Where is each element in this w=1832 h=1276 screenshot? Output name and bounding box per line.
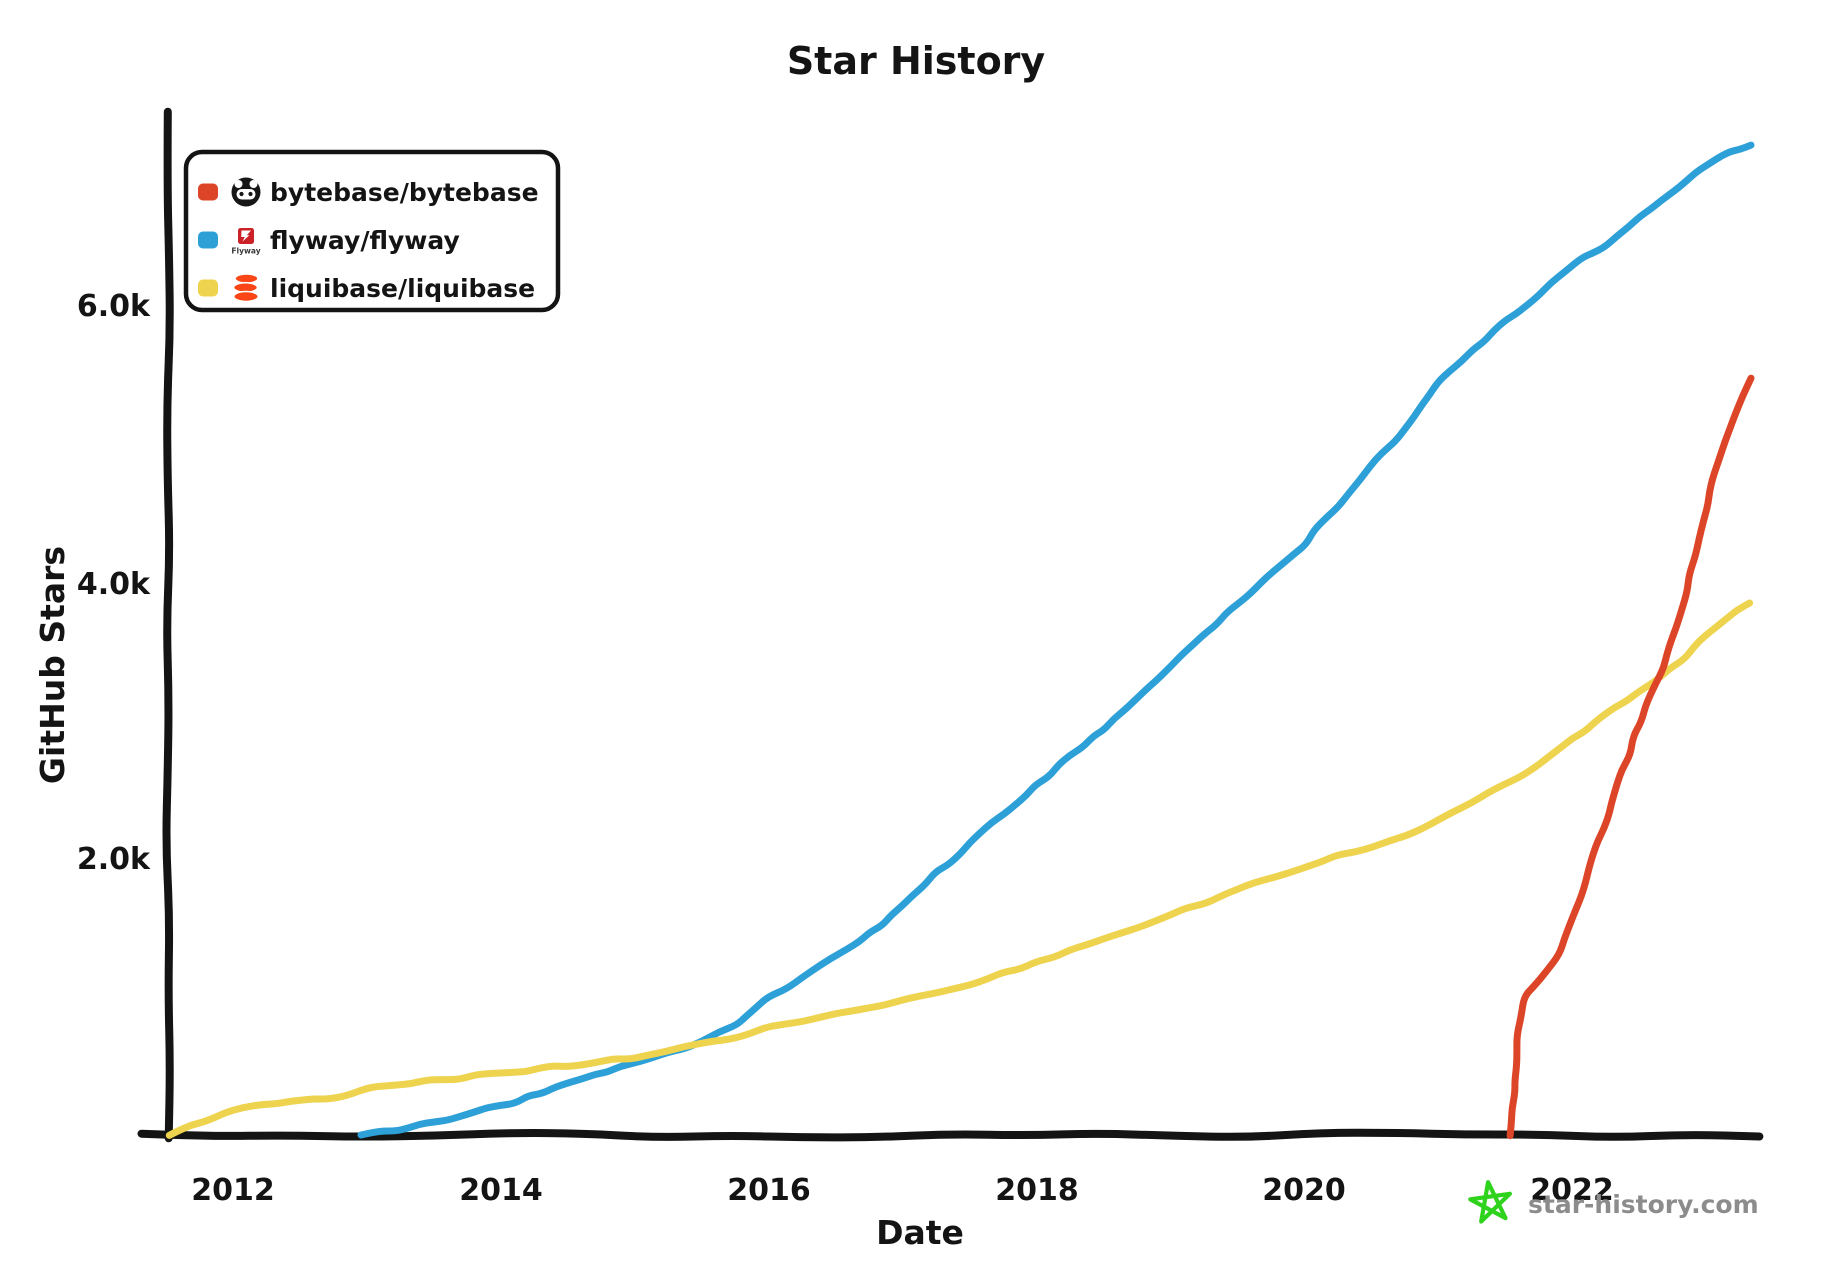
- x-axis-label: Date: [876, 1213, 964, 1252]
- legend-box: [183, 149, 561, 313]
- x-tick-2012: 2012: [191, 1173, 275, 1208]
- legend-swatch: [198, 183, 218, 201]
- bytebase-avatar-icon: [231, 177, 261, 207]
- legend-item-flyway: Flyway flyway/flyway: [198, 226, 460, 256]
- legend-label-bytebase: bytebase/bytebase: [270, 178, 539, 207]
- x-tick-2014: 2014: [459, 1173, 543, 1208]
- flyway-caption: Flyway: [231, 247, 260, 256]
- y-tick-4k: 4.0k: [77, 567, 151, 602]
- y-tick-6k: 6.0k: [77, 289, 151, 324]
- x-tick-2022: 2022: [1530, 1173, 1614, 1208]
- legend-label-flyway: flyway/flyway: [270, 226, 460, 255]
- x-tick-2020: 2020: [1262, 1173, 1346, 1208]
- x-tick-2016: 2016: [727, 1173, 811, 1208]
- star-icon: [1468, 1180, 1513, 1224]
- y-axis-label: GitHub Stars: [33, 546, 72, 784]
- legend: bytebase/bytebase Flyway flyway/flyway l…: [183, 149, 561, 313]
- flyway-logo-icon: Flyway: [231, 228, 261, 256]
- series-line-liquibase: [165, 599, 1754, 1139]
- x-axis-line: [137, 1128, 1764, 1142]
- y-axis-line: [162, 107, 174, 1143]
- watermark: star-history.com: [1468, 1180, 1759, 1224]
- y-tick-2k: 2.0k: [77, 842, 151, 877]
- legend-item-bytebase: bytebase/bytebase: [198, 177, 539, 207]
- legend-swatch: [198, 231, 218, 249]
- x-tick-2018: 2018: [995, 1173, 1079, 1208]
- liquibase-logo-icon: [232, 273, 260, 303]
- series-layer: [165, 141, 1755, 1140]
- legend-item-liquibase: liquibase/liquibase: [198, 273, 535, 303]
- watermark-label: star-history.com: [1528, 1190, 1759, 1219]
- legend-label-liquibase: liquibase/liquibase: [270, 274, 535, 303]
- chart-title: Star History: [787, 39, 1046, 83]
- series-line-flyway: [357, 141, 1755, 1139]
- legend-swatch: [198, 279, 218, 297]
- series-line-bytebase: [1506, 374, 1755, 1140]
